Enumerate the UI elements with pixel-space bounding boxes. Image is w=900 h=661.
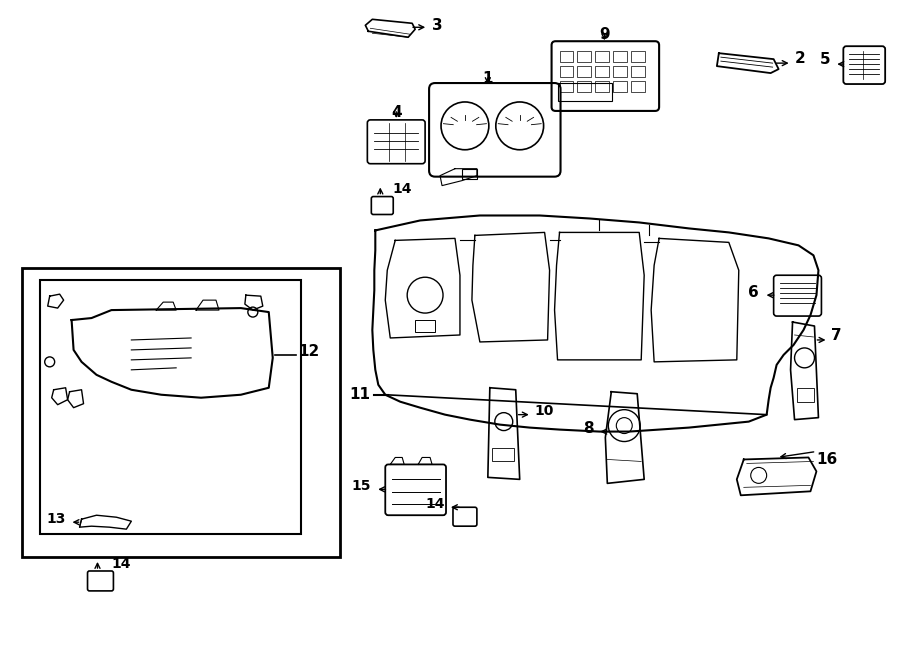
Text: 15: 15 [352,479,372,493]
Bar [613,81,627,92]
Bar [596,66,609,77]
Bar [40,280,301,534]
Bar [796,388,814,402]
Bar [613,51,627,62]
Bar [596,81,609,92]
Bar [491,447,514,461]
Text: 14: 14 [426,497,445,511]
Bar [560,51,573,62]
Text: 3: 3 [432,18,443,33]
Bar [578,51,591,62]
Bar [578,81,591,92]
Text: 8: 8 [583,421,593,436]
Bar [557,83,612,101]
Bar [560,66,573,77]
Text: 16: 16 [816,452,838,467]
Text: 7: 7 [832,329,842,344]
Text: 6: 6 [748,285,759,299]
Text: 1: 1 [482,71,493,86]
Bar [462,169,477,178]
Bar [560,81,573,92]
Bar [631,66,645,77]
Bar [596,51,609,62]
Text: 5: 5 [820,52,831,67]
Text: 10: 10 [535,404,554,418]
Bar [631,51,645,62]
Bar [631,81,645,92]
Text: 9: 9 [599,27,609,42]
Bar [613,66,627,77]
Text: 13: 13 [46,512,66,526]
Text: 2: 2 [795,51,806,65]
Text: 4: 4 [391,105,401,120]
Bar [578,66,591,77]
Bar [22,268,340,557]
Bar [415,320,435,332]
Text: 11: 11 [349,387,370,403]
Text: 12: 12 [299,344,320,360]
Text: 14: 14 [392,182,411,196]
Text: 14: 14 [112,557,130,571]
